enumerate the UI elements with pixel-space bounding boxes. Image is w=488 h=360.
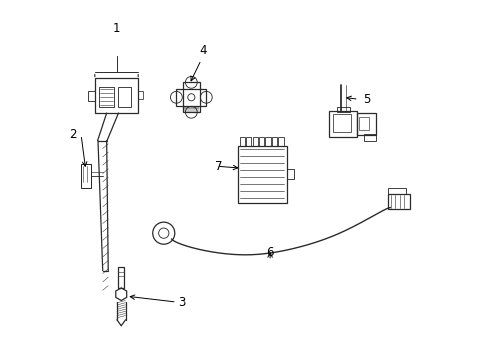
Bar — [118, 87, 131, 107]
Bar — [88, 91, 95, 101]
Bar — [336, 107, 349, 112]
Bar — [245, 137, 251, 145]
Bar — [387, 188, 405, 194]
Bar — [259, 137, 264, 145]
Bar — [286, 169, 293, 179]
Bar — [252, 137, 257, 145]
Bar — [239, 137, 244, 145]
Bar — [81, 164, 91, 188]
Bar — [356, 113, 375, 135]
Bar — [265, 137, 270, 145]
Bar — [278, 137, 283, 145]
Text: 4: 4 — [199, 44, 206, 57]
Bar — [95, 78, 138, 113]
Bar — [99, 87, 114, 107]
Text: 3: 3 — [178, 296, 185, 309]
Bar — [387, 194, 409, 209]
Bar — [271, 137, 277, 145]
Bar — [363, 134, 375, 141]
Bar — [118, 267, 124, 288]
Text: 1: 1 — [113, 22, 120, 35]
Bar — [237, 145, 286, 203]
Text: 7: 7 — [215, 160, 222, 173]
Bar — [332, 114, 350, 132]
Text: 5: 5 — [362, 93, 369, 106]
Bar — [358, 117, 368, 130]
Text: 2: 2 — [69, 128, 77, 141]
Text: 6: 6 — [266, 246, 273, 259]
Bar — [138, 91, 142, 99]
Bar — [328, 111, 356, 137]
